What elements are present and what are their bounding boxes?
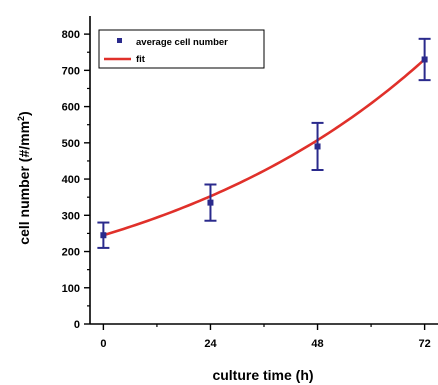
data-points-layer (97, 37, 431, 249)
fit-curve-layer (103, 58, 426, 237)
data-point (314, 143, 321, 150)
data-point (100, 232, 107, 239)
legend-marker-average-cell-number (117, 38, 122, 43)
data-point-group (418, 37, 431, 82)
y-axis-title-main: cell number (#/mm (16, 121, 32, 245)
legend-label-fit: fit (136, 54, 146, 65)
y-tick-label: 300 (62, 210, 80, 222)
x-tick-label: 72 (418, 338, 430, 350)
x-tick-label: 24 (204, 338, 217, 350)
data-point-group (311, 121, 324, 171)
data-point-group (204, 183, 217, 222)
y-axis-title: cell number (#/mm2) (16, 111, 32, 244)
fit-curve (103, 58, 426, 237)
x-tick-label: 48 (311, 338, 323, 350)
data-point (207, 199, 214, 206)
y-tick-label: 600 (62, 102, 80, 114)
y-tick-label: 400 (62, 174, 80, 186)
x-tick-label: 0 (100, 338, 106, 350)
y-tick-label: 700 (62, 65, 80, 77)
x-axis-ticks: 0 24 48 72 (100, 324, 431, 350)
y-tick-label: 800 (62, 29, 80, 41)
data-point (421, 56, 428, 63)
legend-box (98, 29, 265, 69)
y-axis-ticks: 0 100 200 300 400 500 600 700 800 (62, 29, 90, 331)
y-tick-label: 100 (62, 283, 80, 295)
y-tick-label: 200 (62, 247, 80, 259)
y-tick-label: 0 (74, 319, 80, 331)
y-axis-title-superscript: 2 (16, 116, 26, 121)
legend: average cell number fit (98, 29, 265, 69)
y-tick-label: 500 (62, 138, 80, 150)
x-axis-title: culture time (h) (212, 367, 313, 383)
legend-label-average-cell-number: average cell number (136, 37, 228, 48)
y-axis-title-close: ) (16, 111, 32, 116)
data-point-group (97, 221, 110, 249)
